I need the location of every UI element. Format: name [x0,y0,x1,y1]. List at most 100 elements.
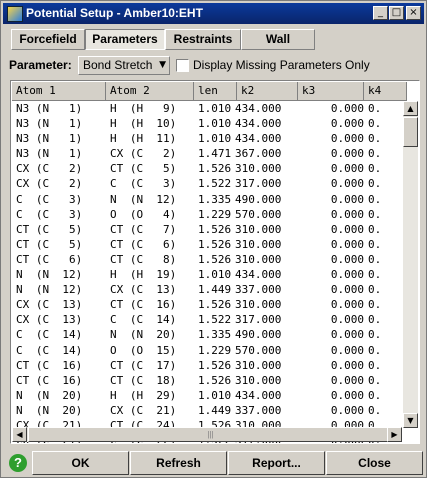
cell-atom2: CT (C 6) [110,237,177,251]
cell-k2: 434.000 [235,388,282,402]
refresh-button[interactable]: Refresh [130,451,227,475]
cell-len: 1.229 [198,207,232,221]
parameter-label: Parameter: [9,58,72,72]
cell-atom1: CT (C 5) [16,237,83,251]
parameter-select[interactable]: Bond Stretch ▼ [78,56,170,75]
cell-k4: 0. [368,252,382,266]
report-button[interactable]: Report... [228,451,325,475]
scroll-left-button[interactable]: ◀ [12,427,27,442]
cell-atom2: H (H 19) [110,268,177,282]
table-row[interactable]: CX (C 2) C (C 3) 1.522 317.000 0.000 0. [12,176,407,191]
cell-atom1: N (N 20) [16,388,83,402]
column-header-atom2[interactable]: Atom 2 [106,82,194,101]
table-row[interactable]: CT (C 6) CT (C 8) 1.526 310.000 0.000 0. [12,252,407,267]
table-row[interactable]: CX (C 2) CT (C 5) 1.526 310.000 0.000 0. [12,161,407,176]
table-row[interactable]: N (N 20) H (H 29) 1.010 434.000 0.000 0. [12,388,407,403]
cell-k3: 0.000 [330,147,364,161]
table-row[interactable]: CT (C 5) CT (C 6) 1.526 310.000 0.000 0. [12,237,407,252]
horizontal-scroll-thumb[interactable]: ||| [28,427,393,442]
cell-k2: 310.000 [235,298,282,312]
cell-atom1: CT (C 5) [16,222,83,236]
help-icon[interactable]: ? [9,454,27,472]
column-header-k3[interactable]: k3 [298,82,364,101]
tab-restraints[interactable]: Restraints [165,29,241,50]
table-row[interactable]: CT (C 16) CT (C 17) 1.526 310.000 0.000 0. [12,358,407,373]
missing-params-checkbox[interactable] [176,59,189,72]
cell-k3: 0.000 [330,403,364,417]
table-row[interactable]: N3 (N 1) H (H 9) 1.010 434.000 0.000 0. [12,101,407,116]
cell-k2: 310.000 [235,222,282,236]
cell-k3: 0.000 [330,117,364,131]
tab-parameters[interactable]: Parameters [85,29,165,50]
cell-k3: 0.000 [330,222,364,236]
table-row[interactable]: N (N 12) CX (C 13) 1.449 337.000 0.000 0. [12,282,407,297]
cell-atom2: CT (C 18) [110,373,177,387]
cell-k3: 0.000 [330,343,364,357]
horizontal-scrollbar[interactable]: ◀ ||| ▶ [12,427,402,442]
cell-k3: 0.000 [330,207,364,221]
scroll-down-button[interactable]: ▼ [403,413,418,428]
vertical-scroll-thumb[interactable] [403,117,418,147]
cell-atom2: H (H 9) [110,102,177,115]
column-header-k2[interactable]: k2 [237,82,298,101]
table-row[interactable]: C (C 14) N (N 20) 1.335 490.000 0.000 0. [12,327,407,342]
table-row[interactable]: N3 (N 1) H (H 10) 1.010 434.000 0.000 0. [12,116,407,131]
cell-atom2: C (C 3) [110,177,177,191]
table-row[interactable]: C (C 3) N (N 12) 1.335 490.000 0.000 0. [12,192,407,207]
cell-len: 1.010 [198,132,232,146]
table-row[interactable]: N3 (N 1) CX (C 2) 1.471 367.000 0.000 0. [12,146,407,161]
cell-k4: 0. [368,117,382,131]
scroll-right-button[interactable]: ▶ [387,427,402,442]
table-row[interactable]: N (N 12) H (H 19) 1.010 434.000 0.000 0. [12,267,407,282]
table-row[interactable]: CT (C 5) CT (C 7) 1.526 310.000 0.000 0. [12,222,407,237]
cell-k4: 0. [368,268,382,282]
title-bar[interactable]: Potential Setup - Amber10:EHT _ □ × [3,3,424,24]
cell-k3: 0.000 [330,313,364,327]
cell-k3: 0.000 [330,162,364,176]
cell-k2: 310.000 [235,162,282,176]
cell-k2: 434.000 [235,132,282,146]
vertical-scrollbar[interactable]: ▲ ▼ [403,101,418,428]
ok-button[interactable]: OK [32,451,129,475]
cell-k3: 0.000 [330,177,364,191]
cell-len: 1.010 [198,117,232,131]
cell-len: 1.010 [198,388,232,402]
scroll-up-button[interactable]: ▲ [403,101,418,116]
cell-k2: 310.000 [235,237,282,251]
tab-wall[interactable]: Wall [241,29,315,50]
table-row[interactable]: CT (C 16) CT (C 18) 1.526 310.000 0.000 0. [12,373,407,388]
cell-len: 1.522 [198,177,232,191]
cell-atom1: N3 (N 1) [16,117,83,131]
cell-k4: 0. [368,283,382,297]
cell-len: 1.526 [198,373,232,387]
cell-k2: 490.000 [235,192,282,206]
column-header-len[interactable]: len [194,82,237,101]
cell-k2: 570.000 [235,343,282,357]
cell-k3: 0.000 [330,328,364,342]
button-bar: ? OK Refresh Report... Close [5,451,424,475]
parameter-row: Parameter: Bond Stretch ▼ Display Missin… [7,56,422,76]
missing-params-label[interactable]: Display Missing Parameters Only [193,58,370,72]
close-button[interactable]: Close [326,451,423,475]
minimize-button[interactable]: _ [373,6,388,20]
chevron-down-icon: ▼ [159,60,166,70]
column-header-k4[interactable]: k4 [364,82,407,101]
cell-k4: 0. [368,313,382,327]
cell-len: 1.229 [198,343,232,357]
table-row[interactable]: N (N 20) CX (C 21) 1.449 337.000 0.000 0. [12,403,407,418]
cell-len: 1.335 [198,328,232,342]
column-header-atom1[interactable]: Atom 1 [12,82,106,101]
cell-k2: 434.000 [235,268,282,282]
cell-k4: 0. [368,298,382,312]
window-title: Potential Setup - Amber10:EHT [26,6,203,20]
cell-atom1: N (N 20) [16,403,83,417]
close-window-button[interactable]: × [406,6,421,20]
table-row[interactable]: CX (C 13) C (C 14) 1.522 317.000 0.000 0. [12,312,407,327]
maximize-button[interactable]: □ [389,6,404,20]
table-row[interactable]: C (C 14) O (O 15) 1.229 570.000 0.000 0. [12,343,407,358]
cell-k2: 337.000 [235,283,282,297]
table-row[interactable]: CX (C 13) CT (C 16) 1.526 310.000 0.000 0. [12,297,407,312]
tab-forcefield[interactable]: Forcefield [11,29,85,50]
table-row[interactable]: C (C 3) O (O 4) 1.229 570.000 0.000 0. [12,207,407,222]
table-row[interactable]: N3 (N 1) H (H 11) 1.010 434.000 0.000 0. [12,131,407,146]
